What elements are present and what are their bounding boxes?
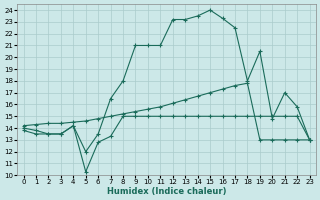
X-axis label: Humidex (Indice chaleur): Humidex (Indice chaleur) (107, 187, 226, 196)
